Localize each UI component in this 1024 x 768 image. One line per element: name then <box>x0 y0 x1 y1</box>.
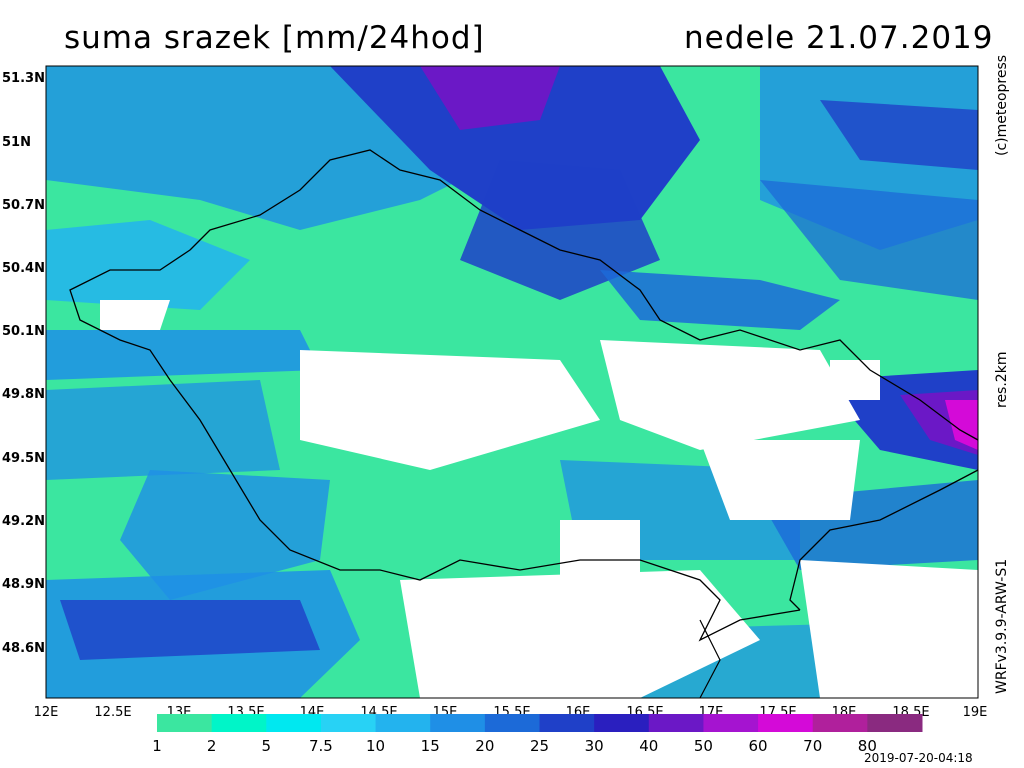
legend-label: 60 <box>749 737 768 755</box>
forecast-date: nedele 21.07.2019 <box>684 20 994 56</box>
color-legend: 1 2 5 7.5 10 15 20 25 30 40 50 60 70 80 <box>152 714 923 755</box>
legend-label: 70 <box>803 737 822 755</box>
legend-swatch <box>211 714 267 732</box>
y-tick-label: 49.5N <box>2 451 45 466</box>
x-tick-label: 12E <box>34 705 59 720</box>
legend-swatch <box>539 714 595 732</box>
legend-swatch <box>867 714 923 732</box>
y-tick-label: 51N <box>2 135 31 150</box>
y-axis-ticks: 51.3N 51N 50.7N 50.4N 50.1N 49.8N 49.5N … <box>2 71 45 656</box>
legend-swatch <box>375 714 431 732</box>
run-timestamp: 2019-07-20-04:18 <box>864 751 973 765</box>
legend-label: 1 <box>152 737 162 755</box>
country-border-south <box>699 619 721 699</box>
legend-swatch <box>594 714 650 732</box>
legend-label: 80 <box>858 737 877 755</box>
country-border <box>69 149 979 642</box>
legend-swatch <box>157 714 213 732</box>
legend-label: 2 <box>207 737 217 755</box>
legend-label: 10 <box>366 737 385 755</box>
legend-swatch <box>648 714 704 732</box>
legend-label: 40 <box>639 737 658 755</box>
precipitation-field <box>46 66 978 698</box>
y-tick-label: 51.3N <box>2 71 45 86</box>
legend-label: 25 <box>530 737 549 755</box>
y-tick-label: 48.9N <box>2 577 45 592</box>
y-tick-label: 49.8N <box>2 387 45 402</box>
legend-label: 50 <box>694 737 713 755</box>
legend-swatch <box>758 714 814 732</box>
legend-label: 15 <box>421 737 440 755</box>
legend-swatch <box>266 714 322 732</box>
map-title: suma srazek [mm/24hod] <box>64 20 485 56</box>
copyright-label: (c)meteopress <box>994 54 1010 156</box>
x-tick-label: 19E <box>963 705 988 720</box>
legend-swatch <box>484 714 540 732</box>
y-tick-label: 48.6N <box>2 641 45 656</box>
x-tick-label: 12.5E <box>94 705 131 720</box>
model-label: WRFv3.9.9-ARW-S1 <box>994 558 1010 694</box>
y-tick-label: 50.4N <box>2 261 45 276</box>
legend-label: 30 <box>585 737 604 755</box>
legend-swatch <box>703 714 759 732</box>
y-tick-label: 49.2N <box>2 514 45 529</box>
legend-swatch <box>430 714 486 732</box>
legend-label: 7.5 <box>309 737 333 755</box>
map-frame <box>45 65 979 699</box>
resolution-label: res.2km <box>994 351 1010 408</box>
y-tick-label: 50.7N <box>2 198 45 213</box>
legend-swatch <box>812 714 868 732</box>
legend-label: 5 <box>262 737 272 755</box>
legend-label: 20 <box>475 737 494 755</box>
legend-swatch <box>320 714 377 732</box>
y-tick-label: 50.1N <box>2 324 45 339</box>
